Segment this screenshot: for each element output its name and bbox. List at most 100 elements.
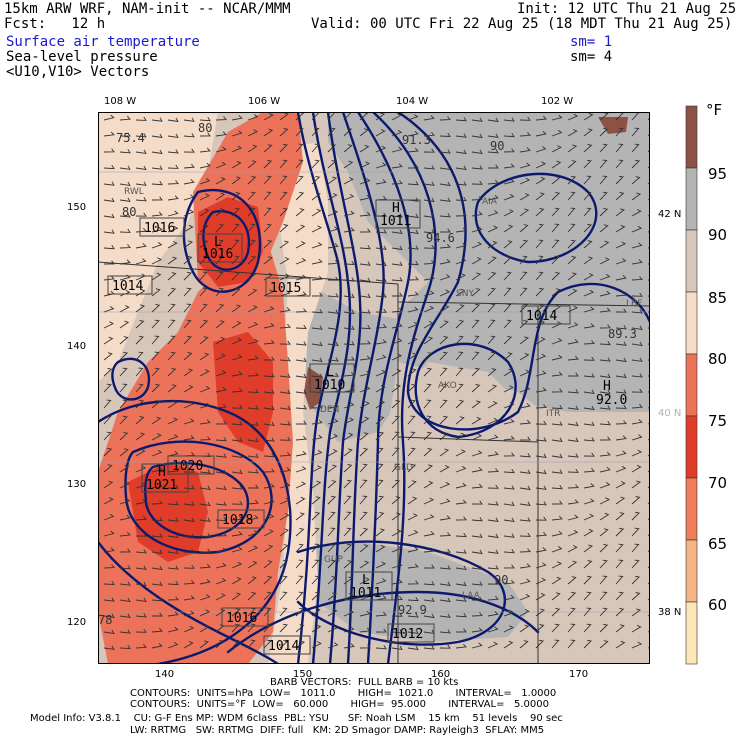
wind-barb bbox=[119, 514, 131, 521]
wind-barb bbox=[167, 149, 179, 154]
wind-barb bbox=[551, 145, 562, 153]
wind-barb bbox=[231, 115, 243, 121]
wind-barb bbox=[279, 575, 288, 585]
wind-barb bbox=[119, 115, 131, 121]
wind-barb bbox=[487, 194, 499, 201]
wind-barb bbox=[247, 175, 257, 185]
wind-barb bbox=[183, 179, 195, 185]
wind-barb bbox=[583, 591, 592, 601]
wind-barb bbox=[167, 434, 179, 441]
wind-barb bbox=[119, 597, 131, 603]
wind-barb bbox=[279, 528, 290, 537]
legend-label: 60 bbox=[708, 596, 728, 614]
wind-barb bbox=[375, 293, 387, 298]
svg-text:AKO: AKO bbox=[438, 381, 457, 391]
wind-barb bbox=[615, 143, 624, 153]
wind-barb bbox=[615, 274, 627, 281]
wind-barb bbox=[391, 415, 400, 425]
wind-barb bbox=[343, 609, 355, 617]
wind-barb bbox=[231, 561, 243, 569]
wind-barb bbox=[599, 207, 609, 217]
wind-barb bbox=[391, 245, 403, 251]
wind-barb bbox=[296, 420, 307, 425]
wind-barb bbox=[519, 177, 531, 185]
wind-barb bbox=[359, 560, 370, 569]
wind-barb bbox=[103, 275, 115, 281]
wind-barb bbox=[535, 624, 545, 633]
valid-time: Valid: 00 UTC Fri 22 Aug 25 (18 MDT Thu … bbox=[311, 16, 733, 32]
wind-barb bbox=[247, 160, 257, 169]
wind-barb bbox=[359, 161, 371, 169]
wind-barb bbox=[599, 575, 608, 585]
wind-barb bbox=[279, 112, 289, 121]
wind-barb bbox=[615, 373, 627, 378]
wind-barb bbox=[567, 623, 576, 633]
wind-barb bbox=[519, 147, 531, 153]
wind-barb bbox=[327, 433, 339, 441]
wind-barb bbox=[471, 581, 483, 586]
wind-barb bbox=[263, 591, 272, 601]
wind-barb bbox=[119, 565, 131, 570]
wind-barb bbox=[407, 164, 419, 169]
wind-barb bbox=[103, 513, 115, 521]
wind-barb bbox=[327, 625, 339, 633]
wind-barb bbox=[599, 421, 611, 426]
y-tick: 140 bbox=[67, 341, 87, 352]
wind-barb bbox=[311, 419, 323, 425]
wind-barb bbox=[583, 483, 595, 489]
wind-barb bbox=[311, 449, 323, 457]
wind-barb bbox=[135, 181, 147, 186]
wind-barb bbox=[391, 629, 403, 634]
wind-barb bbox=[407, 415, 416, 425]
wind-barb bbox=[455, 304, 465, 313]
lat-tick: 40 N bbox=[658, 408, 682, 419]
wind-barb bbox=[183, 368, 194, 377]
wind-barb bbox=[487, 179, 499, 185]
wind-barb bbox=[343, 464, 353, 473]
wind-barb bbox=[135, 581, 147, 587]
wind-barb bbox=[167, 287, 177, 297]
wind-barb bbox=[503, 132, 515, 138]
wind-barb bbox=[423, 514, 435, 521]
wind-barb bbox=[359, 527, 369, 537]
wind-barb bbox=[391, 113, 402, 121]
wind-barb bbox=[119, 336, 129, 345]
wind-barb bbox=[519, 192, 530, 201]
wind-barb bbox=[295, 512, 305, 521]
legend-label: 95 bbox=[708, 165, 728, 183]
colorbar-box bbox=[685, 229, 698, 293]
wind-barb bbox=[151, 466, 163, 473]
wind-barb bbox=[471, 226, 483, 233]
wind-barb bbox=[231, 354, 243, 361]
wind-barb bbox=[407, 181, 419, 186]
wind-barb bbox=[327, 160, 337, 169]
wind-barb bbox=[151, 196, 163, 201]
wind-barb bbox=[215, 116, 227, 121]
wind-barb bbox=[343, 244, 355, 249]
wind-barb bbox=[215, 547, 227, 553]
wind-barb bbox=[167, 611, 179, 617]
wind-barb bbox=[503, 163, 515, 169]
wind-barb bbox=[327, 480, 337, 489]
wind-barb bbox=[263, 175, 272, 185]
wind-barb bbox=[119, 259, 131, 265]
wind-barb bbox=[551, 453, 563, 459]
wind-barb bbox=[551, 592, 561, 601]
wind-barb bbox=[391, 400, 401, 409]
svg-text:90: 90 bbox=[494, 573, 508, 587]
wind-barb bbox=[311, 559, 320, 569]
wind-barb bbox=[231, 639, 240, 649]
wind-barb bbox=[167, 241, 178, 249]
wind-barb bbox=[247, 388, 259, 393]
wind-barb bbox=[407, 260, 419, 266]
wind-barb bbox=[631, 403, 643, 409]
wind-barb bbox=[503, 271, 512, 281]
wind-barb bbox=[151, 226, 163, 233]
wind-barb bbox=[359, 324, 371, 330]
wind-barb bbox=[199, 485, 211, 490]
wind-barb bbox=[359, 245, 371, 250]
wind-barb bbox=[343, 626, 355, 633]
wind-barb bbox=[295, 208, 305, 217]
wind-barb bbox=[295, 640, 306, 649]
wind-barb bbox=[279, 323, 291, 329]
